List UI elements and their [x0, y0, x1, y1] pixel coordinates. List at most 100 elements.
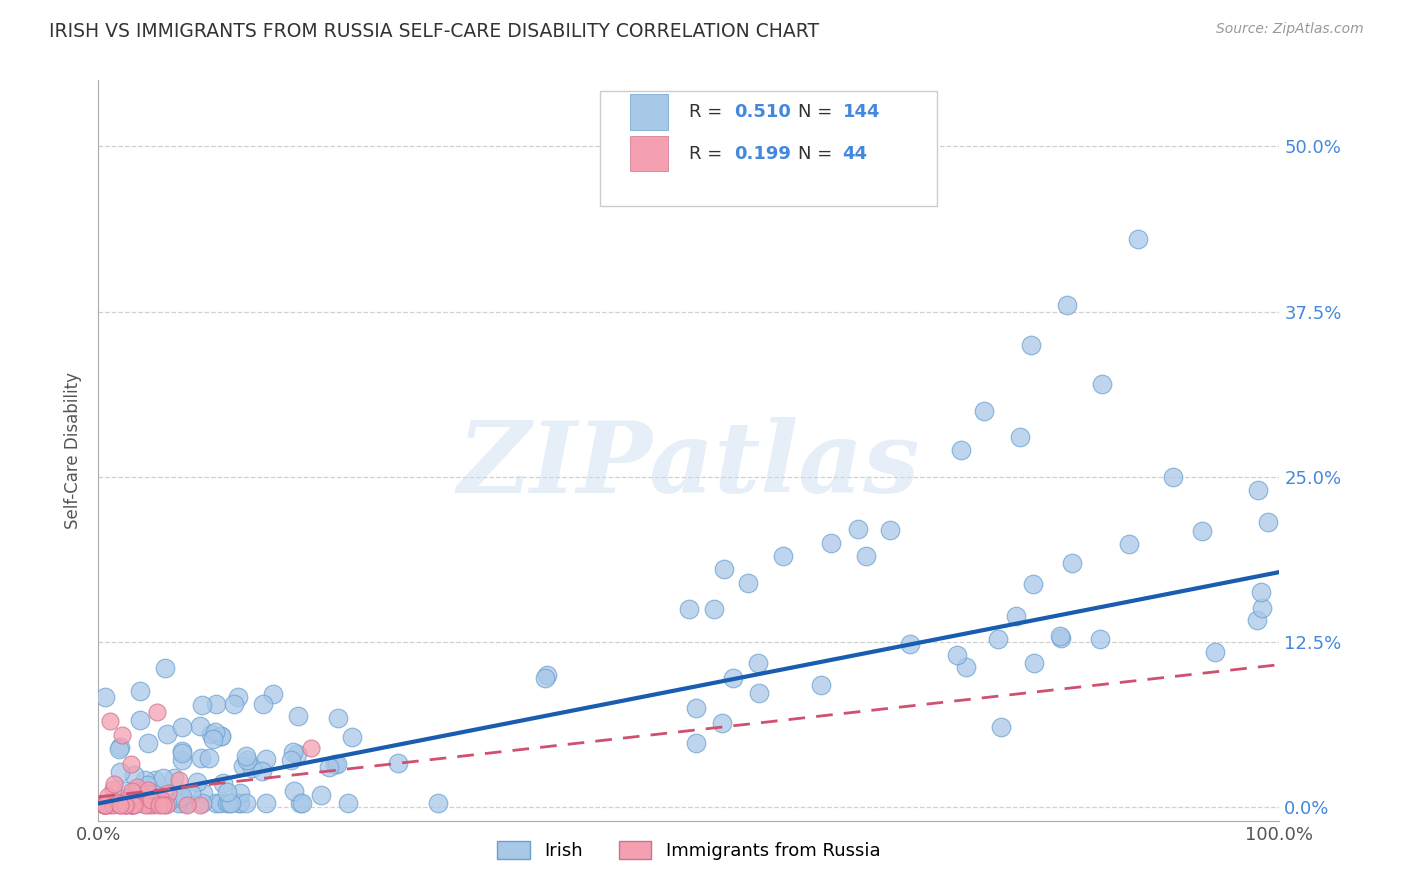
Point: [166, 797, 188, 811]
Point: [1008, 430, 1031, 444]
Point: [810, 678, 832, 692]
Point: [169, 772, 191, 787]
Point: [1049, 629, 1071, 643]
Point: [170, 797, 193, 811]
Point: [898, 637, 921, 651]
Point: [114, 797, 136, 812]
Point: [115, 784, 138, 798]
Point: [138, 797, 160, 812]
Text: 0.510: 0.510: [734, 103, 790, 121]
Point: [1088, 632, 1111, 646]
Point: [188, 719, 211, 733]
Point: [204, 797, 226, 811]
Point: [191, 797, 214, 811]
Point: [198, 751, 221, 765]
Point: [134, 797, 156, 811]
Text: IRISH VS IMMIGRANTS FROM RUSSIA SELF-CARE DISABILITY CORRELATION CHART: IRISH VS IMMIGRANTS FROM RUSSIA SELF-CAR…: [49, 22, 820, 41]
Point: [122, 797, 145, 812]
Point: [136, 736, 159, 750]
Point: [254, 752, 277, 766]
Point: [149, 797, 172, 811]
Point: [129, 683, 152, 698]
Point: [299, 740, 322, 755]
Text: N =: N =: [797, 145, 838, 162]
Point: [131, 792, 153, 806]
Point: [1161, 470, 1184, 484]
Point: [1126, 232, 1149, 246]
FancyBboxPatch shape: [630, 136, 668, 171]
Point: [114, 797, 136, 812]
Point: [101, 797, 124, 811]
Point: [169, 789, 191, 804]
Point: [685, 700, 707, 714]
Point: [536, 668, 558, 682]
Point: [288, 797, 311, 811]
Point: [142, 797, 165, 812]
Point: [107, 796, 129, 810]
Point: [149, 795, 172, 809]
Point: [204, 725, 226, 739]
Point: [222, 697, 245, 711]
Point: [127, 780, 149, 794]
Point: [1250, 601, 1272, 615]
Point: [143, 797, 166, 811]
Point: [209, 729, 232, 743]
Point: [146, 705, 169, 719]
Point: [252, 697, 274, 711]
Point: [121, 797, 143, 811]
Text: 44: 44: [842, 145, 868, 162]
Point: [323, 756, 346, 771]
Point: [721, 671, 744, 685]
Text: 144: 144: [842, 103, 880, 121]
Text: 0.199: 0.199: [734, 145, 790, 162]
Point: [108, 797, 131, 812]
Point: [148, 797, 170, 812]
Point: [169, 790, 191, 805]
Point: [134, 797, 156, 812]
Point: [287, 708, 309, 723]
FancyBboxPatch shape: [600, 91, 936, 206]
Point: [1091, 377, 1114, 392]
Point: [107, 797, 129, 811]
Point: [217, 797, 239, 811]
Point: [108, 742, 131, 756]
Point: [170, 720, 193, 734]
Point: [534, 671, 557, 685]
Point: [141, 793, 163, 807]
Point: [128, 714, 150, 728]
Point: [114, 797, 136, 812]
Point: [146, 791, 169, 805]
Point: [136, 783, 159, 797]
Point: [1204, 645, 1226, 659]
Point: [1062, 556, 1084, 570]
Point: [1049, 631, 1071, 645]
Point: [879, 523, 901, 537]
Point: [212, 775, 235, 789]
Point: [855, 549, 877, 564]
Point: [340, 730, 363, 744]
Y-axis label: Self-Care Disability: Self-Care Disability: [65, 372, 83, 529]
Point: [142, 787, 165, 801]
Point: [107, 797, 129, 811]
Point: [188, 797, 211, 812]
Point: [987, 632, 1010, 646]
Point: [846, 522, 869, 536]
Point: [747, 656, 769, 670]
Point: [156, 797, 179, 811]
Point: [946, 648, 969, 662]
Point: [1022, 656, 1045, 670]
Point: [97, 789, 120, 803]
Point: [191, 698, 214, 712]
Text: ZIPatlas: ZIPatlas: [458, 417, 920, 514]
Point: [125, 797, 148, 811]
FancyBboxPatch shape: [630, 95, 668, 130]
Point: [155, 797, 177, 812]
Point: [134, 772, 156, 787]
Point: [240, 760, 263, 774]
Point: [955, 660, 977, 674]
Point: [703, 602, 725, 616]
Point: [152, 772, 174, 786]
Point: [337, 797, 360, 811]
Point: [226, 690, 249, 705]
Legend: Irish, Immigrants from Russia: Irish, Immigrants from Russia: [491, 833, 887, 867]
